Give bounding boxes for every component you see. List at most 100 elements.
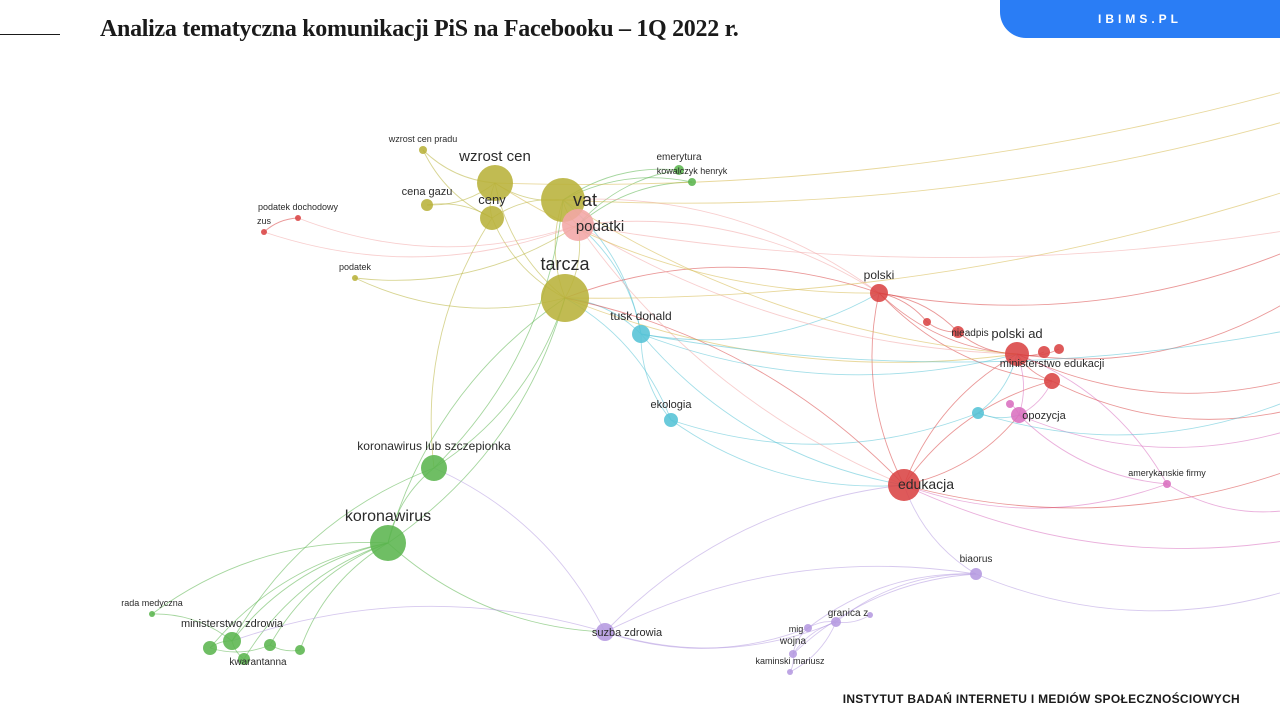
node-label: podatek [339, 262, 372, 272]
network-edge [578, 225, 641, 334]
node-label: opozycja [1022, 410, 1066, 422]
node-label: biaorus [960, 554, 993, 565]
network-node [1006, 400, 1014, 408]
network-node [562, 209, 594, 241]
network-edge [976, 574, 1280, 611]
network-edge [210, 645, 270, 652]
network-edge [298, 218, 578, 247]
network-edge [671, 413, 978, 444]
network-node [787, 669, 793, 675]
footer-text: INSTYTUT BADAŃ INTERNETU I MEDIÓW SPOŁEC… [843, 692, 1240, 706]
network-edge [578, 225, 904, 485]
network-edge [605, 566, 976, 632]
network-node [688, 178, 696, 186]
network-node [238, 653, 250, 665]
network-node [261, 229, 267, 235]
network-node [421, 455, 447, 481]
network-node [1044, 373, 1060, 389]
network-edge [793, 574, 976, 654]
network-edge [879, 293, 1052, 381]
network-node [477, 165, 513, 201]
network-node [295, 215, 301, 221]
network-node [1054, 344, 1064, 354]
network-node [1011, 407, 1027, 423]
network-node [1005, 342, 1029, 366]
network-node [674, 165, 684, 175]
network-node [888, 469, 920, 501]
network-edge [904, 485, 1280, 549]
node-label: kowalczyk henryk [657, 166, 728, 176]
network-edge [904, 381, 1052, 485]
network-edge [270, 543, 388, 645]
network-edge [434, 200, 563, 468]
network-edge [565, 298, 1017, 362]
network-edge [355, 225, 578, 280]
network-node [970, 568, 982, 580]
node-label: ekologia [651, 399, 693, 411]
network-edge [790, 622, 836, 672]
node-label: kaminski mariusz [755, 656, 825, 666]
network-node [352, 275, 358, 281]
network-edge [641, 334, 904, 485]
node-label: tarcza [540, 254, 590, 274]
node-label: wzrost cen pradu [388, 134, 458, 144]
network-edge [1017, 354, 1167, 484]
network-edge [565, 267, 879, 298]
network-edge [578, 225, 1280, 258]
node-label: wzrost cen [458, 148, 531, 165]
network-edge [565, 298, 904, 485]
node-label: zus [257, 216, 272, 226]
network-node [831, 617, 841, 627]
network-edge [879, 250, 1280, 305]
network-edge [641, 334, 671, 420]
network-node [223, 632, 241, 650]
network-edge [1052, 381, 1280, 419]
node-label: emerytura [656, 152, 701, 163]
network-node [1038, 346, 1050, 358]
node-label: cena gazu [402, 186, 453, 198]
network-edge [904, 470, 1280, 508]
network-edge [563, 120, 1280, 203]
network-edge [904, 415, 1019, 485]
network-edge [355, 278, 565, 308]
network-node [664, 413, 678, 427]
network-edge [434, 298, 565, 468]
network-node [632, 325, 650, 343]
network-edge [495, 90, 1280, 184]
network-edge [565, 298, 671, 420]
network-edge [232, 606, 605, 641]
node-label: koronawirus [345, 508, 431, 525]
network-edge [563, 200, 1017, 354]
network-node [1163, 480, 1171, 488]
network-node [867, 612, 873, 618]
network-node [972, 407, 984, 419]
network-edge [388, 543, 605, 632]
network-edge [565, 190, 1280, 298]
network-node [203, 641, 217, 655]
network-node [295, 645, 305, 655]
network-edge [872, 293, 904, 485]
network-edge [605, 485, 904, 632]
network-node [480, 206, 504, 230]
node-label: podatek dochodowy [258, 202, 339, 212]
network-node [264, 639, 276, 651]
network-edge [264, 225, 578, 257]
network-node [870, 284, 888, 302]
network-node [789, 650, 797, 658]
network-edge [264, 218, 298, 232]
network-edge [300, 543, 388, 650]
network-edge [605, 628, 808, 648]
network-node [541, 274, 589, 322]
network-node [149, 611, 155, 617]
network-edge [904, 484, 1167, 508]
network-node [370, 525, 406, 561]
network-node [596, 623, 614, 641]
network-node [419, 146, 427, 154]
network-node [804, 624, 812, 632]
network-node [952, 326, 964, 338]
node-label: amerykanskie firmy [1128, 468, 1206, 478]
network-node [923, 318, 931, 326]
node-label: polski ad [991, 326, 1042, 341]
network-node [421, 199, 433, 211]
network-diagram: wzrost cenvatcenycena gazuwzrost cen pra… [0, 0, 1280, 720]
